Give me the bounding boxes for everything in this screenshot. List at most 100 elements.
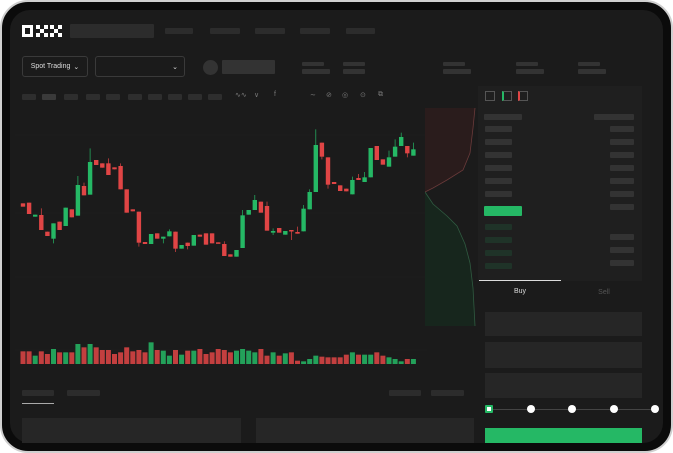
volume-bar [252,352,258,364]
candle [301,205,306,232]
timeframe-button[interactable] [86,94,100,100]
candle [307,189,312,210]
tab-sell[interactable]: Sell [598,289,610,296]
expand-icon[interactable]: ⧉ [378,91,383,98]
target-icon[interactable]: ◎ [342,92,349,99]
candle [240,210,245,248]
tab-history[interactable] [67,390,100,396]
pair-dropdown[interactable]: ⌄ [95,56,185,77]
candle [374,146,379,160]
candle [258,201,264,213]
bottom-action[interactable] [431,390,464,396]
candle [45,231,50,236]
pencil-icon[interactable]: ⊘ [326,92,332,99]
orderbook-bids-icon[interactable] [502,91,512,101]
nav-item[interactable] [210,28,240,34]
nav-item[interactable] [255,28,285,34]
timeframe-button[interactable] [208,94,222,100]
volume-bar [209,352,215,364]
candle [222,241,227,256]
volume-bar [343,354,349,364]
orders-panel [22,418,241,443]
candle [319,142,325,160]
candle [191,235,196,246]
stat-value [516,69,544,74]
stat-value [443,69,471,74]
volume-bar [276,355,282,364]
search-placeholder[interactable] [70,24,154,38]
tab-underline [22,403,54,404]
volume-bar [386,357,392,364]
indicator-icon[interactable]: ∨ [254,92,260,99]
volume-bar [87,344,93,364]
timeframe-button[interactable] [42,94,56,100]
candle [100,163,105,168]
candle [362,172,367,182]
settings-icon[interactable]: ⊙ [360,92,366,99]
volume-bar [124,347,130,364]
candle [81,182,87,196]
candle [277,228,282,233]
timeframe-button[interactable] [188,94,202,100]
volume-bar [197,349,203,364]
fx-icon[interactable]: f [274,91,276,98]
bid-price [485,237,512,243]
candlestick-chart[interactable] [15,105,427,370]
timeframe-button[interactable] [148,94,162,100]
volume-bar [160,350,166,364]
slider-stop[interactable] [609,405,618,413]
timeframe-button[interactable] [128,94,142,100]
amount-input[interactable] [485,342,642,368]
slider-stop[interactable] [651,405,659,413]
bid-amount [610,234,634,240]
orderbook-both-icon[interactable] [485,91,495,101]
slider-stop[interactable] [526,405,535,413]
volume-bar [246,350,252,364]
bottom-action[interactable] [389,390,421,396]
coin-icon [203,60,218,75]
candle [155,233,160,239]
timeframe-button[interactable] [22,94,36,100]
nav-item[interactable] [165,28,193,34]
buy-button[interactable] [485,428,642,443]
slider-stop[interactable] [568,405,576,413]
price-input[interactable] [485,312,642,336]
nav-item[interactable] [300,28,330,34]
volume-bar [227,352,233,364]
candle [87,148,93,195]
timeframe-button[interactable] [64,94,78,100]
orderbook-asks-icon[interactable] [518,91,528,101]
buy-tab-underline [479,280,561,281]
volume-bar [166,355,172,364]
ask-amount [610,191,634,197]
volume-bar [349,352,355,364]
volume-bar [130,351,136,364]
volume-bar [136,350,142,364]
volume-bar [380,355,386,364]
candle [380,159,386,165]
timeframe-button[interactable] [106,94,120,100]
timeframe-button[interactable] [168,94,182,100]
assets-panel [256,418,474,443]
total-input[interactable] [485,373,642,398]
tab-buy[interactable]: Buy [513,288,527,295]
line-tool-icon[interactable]: ∼ [310,92,316,99]
bid-amount [610,260,634,266]
indicator-icon[interactable]: ∿∿ [235,92,247,99]
volume-bar [63,352,69,364]
slider-stop[interactable] [485,405,493,413]
candle [57,221,62,230]
candle [228,254,233,257]
stat-value [578,69,606,74]
candle [368,148,373,178]
ask-amount [610,165,634,171]
trading-mode-dropdown[interactable]: Spot Trading ⌄ [22,56,88,77]
tab-open-orders[interactable] [22,390,54,396]
candle [106,158,111,175]
okx-logo[interactable] [22,25,62,37]
nav-item[interactable] [346,28,375,34]
volume-bar [404,359,410,364]
candle [20,203,26,207]
candle [344,188,349,192]
ask-amount [610,178,634,184]
